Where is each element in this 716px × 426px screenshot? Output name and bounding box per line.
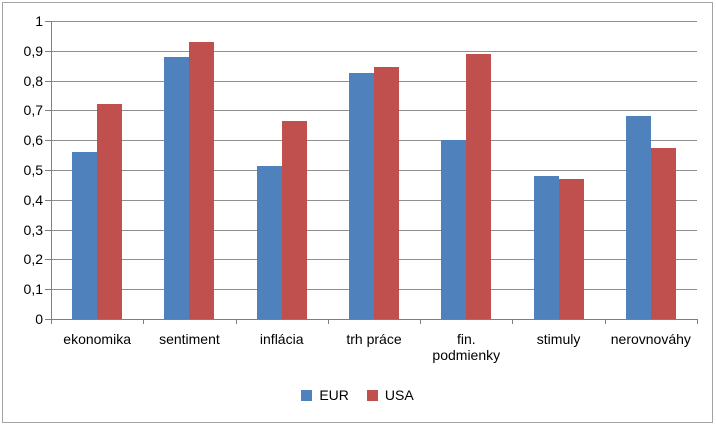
legend-item-usa: USA <box>366 387 414 403</box>
y-axis-line <box>51 21 52 319</box>
x-axis-category-label: inflácia <box>259 331 304 347</box>
y-axis-label: 0,3 <box>23 221 43 238</box>
y-axis-label: 1 <box>35 13 43 29</box>
bar-usa-2 <box>189 41 215 319</box>
legend-label-eur: EUR <box>319 387 349 403</box>
gridline <box>51 21 697 22</box>
y-axis-tick <box>45 289 51 291</box>
x-axis-tick <box>420 319 422 324</box>
y-axis-label: 0,8 <box>23 72 43 89</box>
y-axis-tick <box>45 21 51 22</box>
y-axis-label: 0,1 <box>23 281 43 298</box>
y-axis-label: 0,6 <box>23 132 43 149</box>
y-axis-tick <box>45 259 51 261</box>
x-axis-category-label: sentiment <box>159 331 220 347</box>
bar-usa-1 <box>97 104 123 319</box>
bar-usa-3 <box>281 120 307 319</box>
y-axis-tick <box>45 140 51 142</box>
y-axis-label: 0,9 <box>23 42 43 59</box>
y-axis-label: 0,4 <box>23 191 43 208</box>
bar-usa-4 <box>374 67 399 319</box>
x-axis-tick <box>512 319 514 324</box>
bar-eur-5 <box>441 140 467 319</box>
y-axis-tick <box>45 80 51 82</box>
y-axis-label: 0,5 <box>23 162 43 178</box>
x-axis-category-label: ekonomika <box>63 331 131 347</box>
x-axis-tick <box>697 319 698 324</box>
legend-swatch-usa <box>366 389 378 401</box>
bar-usa-5 <box>466 53 492 319</box>
bar-eur-6 <box>533 175 559 319</box>
chart-legend: EUR USA <box>3 387 712 403</box>
bar-eur-4 <box>349 73 374 319</box>
y-axis-tick <box>45 199 51 201</box>
legend-swatch-eur <box>301 389 313 401</box>
x-axis-tick <box>327 319 329 324</box>
legend-item-eur: EUR <box>301 387 349 403</box>
gridline <box>51 50 697 52</box>
y-axis-label: 0,7 <box>23 102 43 119</box>
bar-eur-2 <box>164 56 190 319</box>
x-axis-tick <box>51 319 52 324</box>
x-axis-tick <box>604 319 606 324</box>
y-axis-tick <box>45 110 51 112</box>
y-axis-tick <box>45 170 51 171</box>
bar-eur-1 <box>72 152 98 319</box>
x-axis-tick <box>143 319 145 324</box>
bar-usa-6 <box>558 178 584 319</box>
bar-eur-3 <box>256 165 282 319</box>
x-axis-tick <box>235 319 237 324</box>
y-axis-label: 0,2 <box>23 251 43 268</box>
x-axis-line <box>46 319 697 320</box>
y-axis-label: 0 <box>35 311 43 327</box>
x-axis-category-label: fin. podmienky <box>432 331 501 363</box>
bar-eur-7 <box>625 116 651 319</box>
x-axis-category-label: stimuly <box>536 331 581 347</box>
legend-label-usa: USA <box>384 387 414 403</box>
x-axis-category-label: nerovnováhy <box>610 331 691 347</box>
y-axis-tick <box>45 50 51 52</box>
bar-usa-7 <box>650 147 676 319</box>
x-axis-category-label: trh práce <box>346 331 402 347</box>
plot-area: 0 0,1 0,2 0,3 0,4 0,5 0,6 0,7 0,8 0,9 1 ekonomika se… <box>3 3 712 422</box>
y-axis-tick <box>45 229 51 231</box>
